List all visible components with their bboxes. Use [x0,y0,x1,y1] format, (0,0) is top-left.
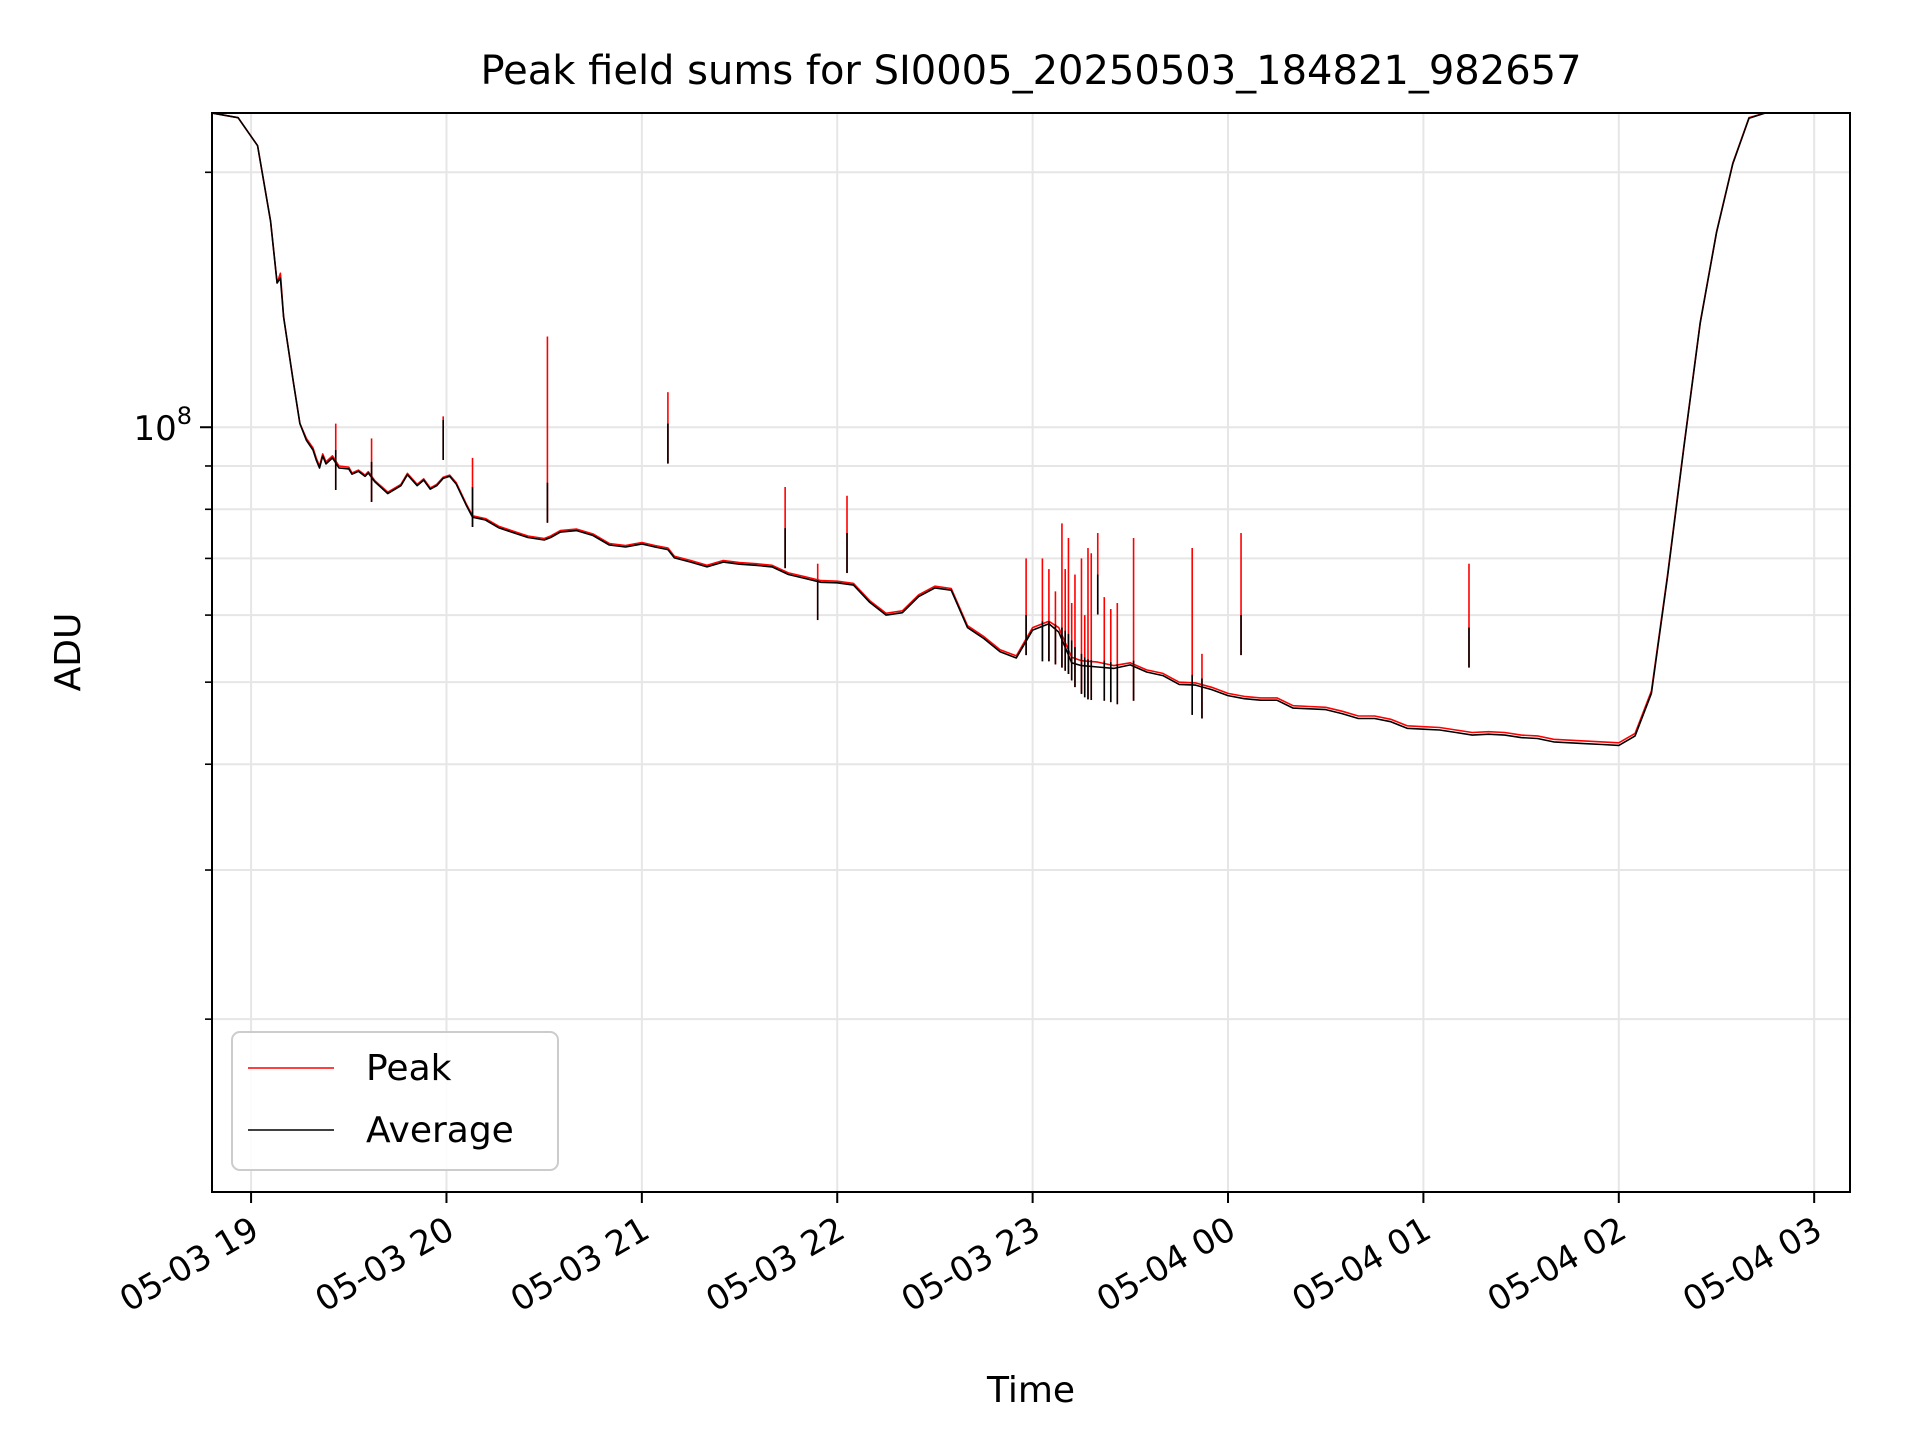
series-line-average [212,113,1850,747]
x-axis-label: Time [986,1370,1075,1411]
chart-title: Peak field sums for SI0005_20250503_1848… [480,48,1581,94]
series-lines [212,113,1850,747]
y-axis-label: ADU [48,613,89,692]
grid [212,113,1850,1192]
legend-label-average: Average [366,1110,514,1151]
y-tick-label: 108 [133,402,192,449]
plot-frame [211,112,1851,1193]
legend: Peak Average [231,1031,559,1171]
legend-label-peak: Peak [366,1048,452,1089]
legend-box [231,1031,559,1171]
series-group [212,113,1850,747]
series-line-peak [212,113,1850,744]
